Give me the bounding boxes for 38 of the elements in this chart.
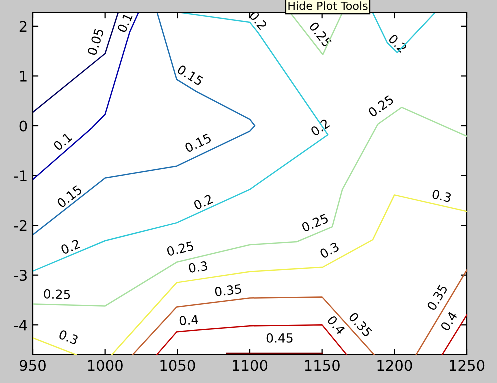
annotation: 0.35 [214, 284, 242, 297]
annotation: 0.25 [44, 289, 70, 300]
annotation: 0.15 [184, 133, 212, 154]
x-tick-label: 1050 [160, 360, 196, 372]
y-tick-label: 0 [20, 120, 28, 132]
annotation: 0.1 [52, 132, 73, 152]
annotation: 0.4 [440, 311, 458, 332]
line-series [132, 296, 376, 355]
x-tick-label: 1100 [233, 360, 268, 372]
y-tick-label: 1 [20, 71, 27, 82]
annotation: 0.45 [266, 333, 293, 343]
annotation: 0.2 [193, 194, 214, 210]
x-tick-label: 1200 [378, 360, 412, 372]
y-tick-label: -4 [14, 320, 28, 331]
annotation: 0.3 [432, 189, 452, 203]
x-tick-label: 1000 [88, 360, 123, 372]
x-tick-label: 1150 [305, 360, 340, 372]
annotation: 0.05 [87, 28, 104, 56]
x-tick-label: 1250 [450, 360, 485, 372]
annotation: 0.25 [166, 241, 194, 257]
annotation: 0.2 [310, 118, 330, 137]
y-tick-label: -3 [14, 270, 27, 282]
annotation: 0.25 [301, 214, 329, 232]
text: Hide Plot Tools [288, 2, 368, 10]
annotation: 0.3 [188, 261, 208, 274]
y-tick-label: -1 [14, 170, 27, 182]
annotation: 0.25 [368, 94, 394, 118]
annotation: 0.3 [319, 242, 340, 259]
line-series [33, 13, 140, 180]
y-tick-label: 2 [20, 21, 27, 32]
annotation: 0.4 [327, 315, 346, 336]
annotation: 0.2 [60, 239, 81, 255]
annotation: 0.1 [117, 13, 134, 34]
annotation: 0.15 [176, 64, 204, 86]
annotation: 0.3 [58, 330, 79, 346]
y-tick-label: -2 [14, 220, 27, 232]
x-tick-label: 950 [20, 360, 46, 372]
annotation: 0.4 [180, 314, 199, 326]
